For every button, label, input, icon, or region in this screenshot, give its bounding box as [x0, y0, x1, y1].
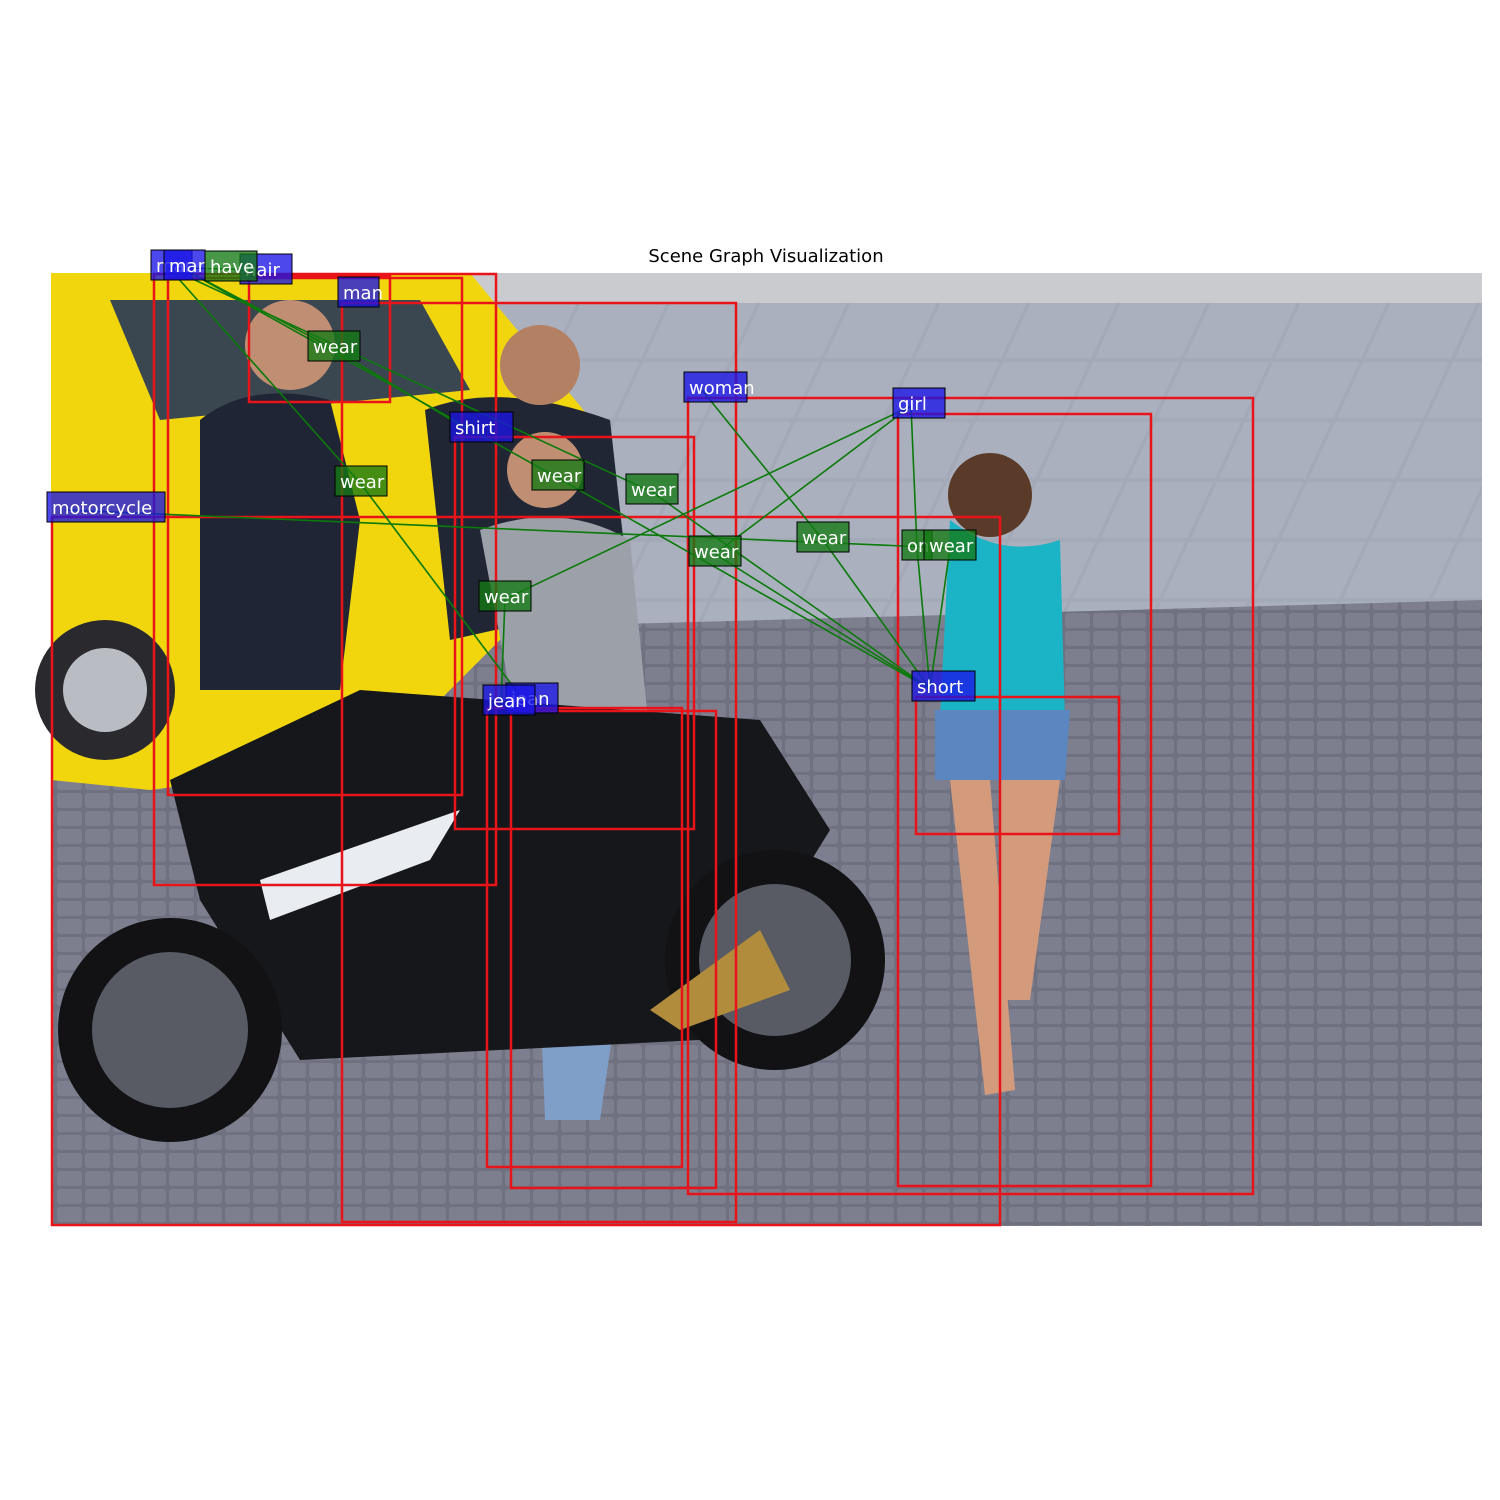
relation-label-wear-text: wear [313, 337, 358, 358]
object-label-shirt: shirt [449, 411, 514, 443]
object-label-motorcycle: motorcycle [46, 491, 166, 523]
relation-label-wear: wear [688, 535, 742, 567]
bbox-man [340, 301, 738, 1224]
relation-label-have-bg [204, 250, 258, 282]
object-label-motorcycle-bg [46, 491, 166, 523]
bbox-motorcycle [50, 515, 1002, 1227]
bbox-man [152, 272, 498, 887]
object-label-shirt-text: shirt [455, 418, 495, 439]
relation-edge [360, 483, 525, 702]
relation-label-wear-text: wear [537, 466, 582, 487]
relation-label-wear: wear [923, 529, 977, 561]
bbox-man [166, 276, 464, 797]
bbox-hair [247, 274, 392, 404]
relation-label-wear-bg [334, 465, 388, 497]
object-label-man-text: man [169, 256, 209, 277]
relation-edge [168, 267, 653, 493]
relation-edge [168, 267, 362, 485]
relation-label-wear-text: wear [484, 587, 529, 608]
relation-label-have: have [204, 250, 258, 282]
object-label-jean: jean [482, 684, 536, 716]
relation-edge [557, 477, 931, 690]
bbox-girl [896, 412, 1153, 1188]
bounding-boxes [50, 272, 1255, 1227]
relation-label-wear-bg [923, 529, 977, 561]
relation-label-wear-bg [307, 330, 361, 362]
relation-label-wear-text: wear [340, 472, 385, 493]
relation-edge [504, 405, 912, 600]
relation-edge [714, 405, 912, 555]
relation-label-wear-bg [478, 580, 532, 612]
relation-edge [910, 405, 918, 549]
object-label-woman-text: woman [689, 378, 755, 399]
relation-label-wear-bg [531, 459, 585, 491]
relation-label-wear: wear [531, 459, 585, 491]
object-label-man-bg [163, 249, 206, 281]
object-label-man-text: man [343, 283, 383, 304]
bbox-jean [485, 706, 684, 1169]
relation-edge [822, 539, 931, 690]
object-label-woman-bg [683, 371, 748, 403]
bbox-shirt [453, 435, 696, 831]
object-label-short-bg [911, 670, 976, 702]
object-label-man: man [163, 249, 209, 281]
relation-label-wear: wear [478, 580, 532, 612]
object-label-girl-text: girl [898, 394, 927, 415]
relation-edge [916, 547, 931, 690]
relation-label-wear-bg [796, 521, 850, 553]
relation-label-wear: wear [796, 521, 850, 553]
object-label-man: man [337, 276, 383, 308]
object-label-man-bg [337, 276, 380, 308]
relation-edge [714, 553, 931, 690]
relation-label-wear-text: wear [694, 542, 739, 563]
relation-label-wear-text: wear [631, 480, 676, 501]
relation-label-wear-bg [625, 473, 679, 505]
object-label-jean-text: jean [487, 691, 527, 712]
relation-label-wear: wear [625, 473, 679, 505]
relation-edges [64, 267, 951, 704]
object-label-woman: woman [683, 371, 755, 403]
relation-label-have-text: have [210, 257, 254, 278]
relation-edge [701, 389, 824, 541]
photo [35, 273, 1482, 1226]
object-label-shirt-bg [449, 411, 514, 443]
node-labels: manmanhairmanwomangirlshirtmotorcyclejea… [46, 249, 977, 716]
object-label-girl: girl [892, 387, 946, 419]
bbox-woman [686, 396, 1255, 1196]
relation-edge [929, 547, 951, 690]
object-label-jean-bg [482, 684, 536, 716]
relation-label-wear-text: wear [929, 536, 974, 557]
object-label-motorcycle-text: motorcycle [52, 498, 152, 519]
object-label-girl-bg [892, 387, 946, 419]
relation-label-wear: wear [334, 465, 388, 497]
relation-label-wear-bg [688, 535, 742, 567]
relation-label-wear: wear [307, 330, 361, 362]
object-label-short: short [911, 670, 976, 702]
relation-edge [651, 491, 931, 690]
chart-title: Scene Graph Visualization [648, 246, 884, 267]
bbox-short [914, 695, 1121, 836]
relation-label-wear-text: wear [802, 528, 847, 549]
bbox-jean [509, 709, 718, 1190]
object-label-short-text: short [917, 677, 963, 698]
